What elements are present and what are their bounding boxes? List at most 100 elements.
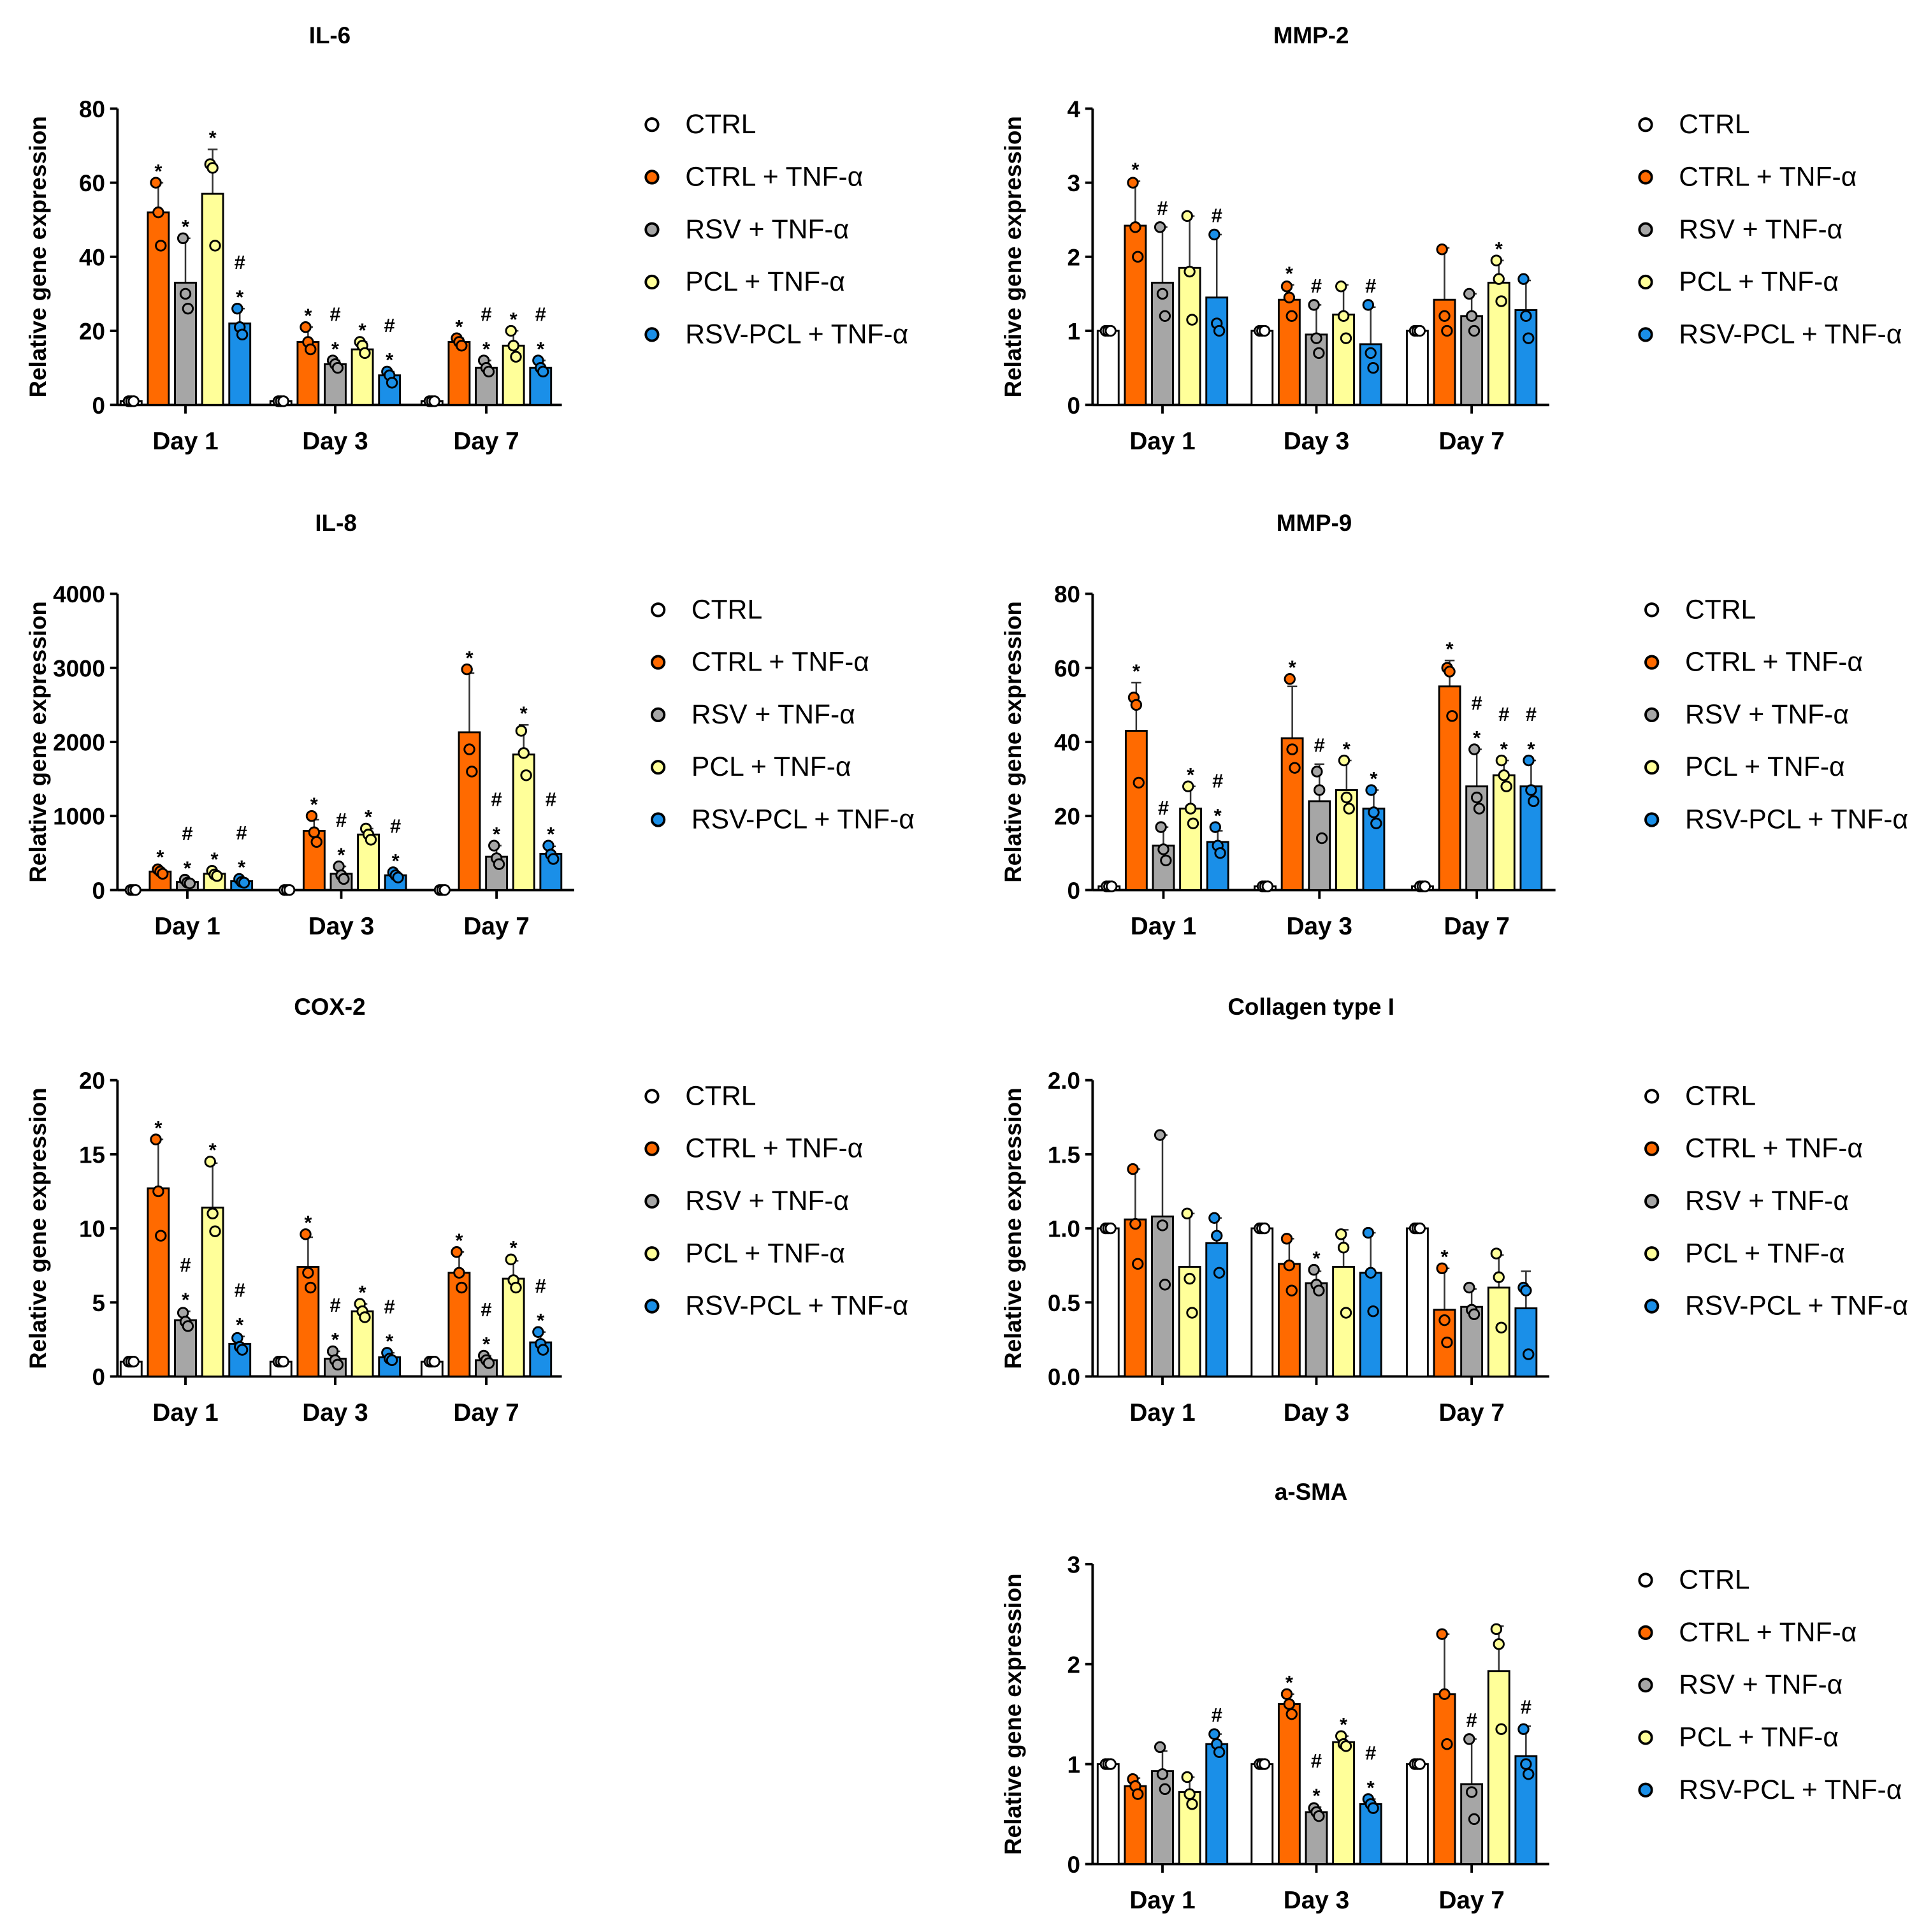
bar bbox=[1433, 1693, 1456, 1865]
data-point bbox=[1313, 347, 1325, 360]
data-point bbox=[1315, 832, 1328, 845]
legend-label: CTRL + TNF-α bbox=[1685, 647, 1863, 678]
bar bbox=[1124, 1218, 1147, 1377]
y-tick-label: 3 bbox=[1068, 1551, 1080, 1578]
legend-marker bbox=[1638, 170, 1653, 185]
data-point bbox=[359, 1311, 371, 1323]
data-point bbox=[1154, 221, 1166, 233]
data-point bbox=[331, 361, 344, 374]
significance-hash: # bbox=[1157, 197, 1168, 219]
legend: CTRL CTRL + TNF-α RSV + TNF-α PCL + TNF-α RS… bbox=[1638, 109, 1902, 349]
y-tick-label: 0.5 bbox=[1048, 1290, 1080, 1316]
data-point bbox=[1523, 1348, 1535, 1360]
significance-star: * bbox=[537, 338, 545, 360]
data-point bbox=[283, 884, 296, 896]
data-point bbox=[305, 810, 318, 822]
data-point bbox=[1105, 880, 1118, 892]
data-point bbox=[1517, 1723, 1530, 1735]
significance-hash: # bbox=[1158, 797, 1169, 819]
significance-star: * bbox=[184, 857, 192, 879]
data-point bbox=[177, 232, 189, 244]
data-point bbox=[1414, 1758, 1426, 1770]
significance-hash: # bbox=[491, 788, 502, 811]
legend-marker bbox=[1644, 1246, 1660, 1261]
data-point bbox=[1495, 1321, 1507, 1333]
data-point bbox=[1209, 821, 1222, 833]
significance-star: * bbox=[1133, 660, 1141, 682]
bar bbox=[1359, 1272, 1382, 1377]
legend-label: CTRL bbox=[1679, 109, 1749, 140]
data-point bbox=[518, 747, 530, 759]
data-point bbox=[520, 769, 532, 781]
legend-marker bbox=[1638, 1572, 1653, 1588]
data-point bbox=[1520, 1284, 1532, 1296]
bar bbox=[1305, 333, 1328, 406]
data-point bbox=[1523, 754, 1535, 767]
chart-title: a-SMA bbox=[1275, 1479, 1347, 1505]
y-axis-label: Relative gene expression bbox=[1000, 116, 1026, 398]
significance-star: * bbox=[493, 823, 501, 845]
y-tick-label: 1000 bbox=[53, 804, 105, 830]
legend-marker bbox=[651, 602, 666, 618]
bar bbox=[1332, 1741, 1356, 1865]
data-point bbox=[1414, 1222, 1426, 1235]
significance-hash: # bbox=[1212, 1704, 1222, 1726]
legend-marker bbox=[1644, 1298, 1660, 1314]
significance-star: * bbox=[209, 1139, 217, 1161]
significance-hash: # bbox=[235, 1279, 245, 1302]
data-point bbox=[1463, 1733, 1475, 1745]
data-point bbox=[331, 1358, 344, 1371]
significance-star: * bbox=[1527, 737, 1535, 760]
bar bbox=[1205, 1743, 1229, 1865]
significance-star: * bbox=[1440, 1246, 1449, 1268]
x-tick-label: Day 1 bbox=[1129, 428, 1195, 455]
data-point bbox=[1441, 1738, 1453, 1750]
data-point bbox=[1132, 251, 1144, 263]
y-tick-label: 0 bbox=[92, 878, 105, 904]
significance-star: * bbox=[1214, 804, 1222, 827]
data-point bbox=[150, 177, 162, 189]
data-point bbox=[386, 1354, 398, 1367]
y-tick-label: 40 bbox=[79, 244, 105, 270]
bar bbox=[1205, 1242, 1229, 1377]
data-point bbox=[1129, 221, 1141, 233]
legend-label: RSV + TNF-α bbox=[685, 1186, 849, 1216]
legend-marker bbox=[1638, 274, 1653, 290]
legend-label: PCL + TNF-α bbox=[1685, 1238, 1845, 1268]
data-point bbox=[1258, 1222, 1271, 1235]
legend-marker bbox=[1638, 117, 1653, 133]
data-point bbox=[1155, 821, 1167, 833]
data-point bbox=[182, 302, 194, 315]
data-point bbox=[1258, 1758, 1271, 1770]
data-point bbox=[1436, 243, 1448, 256]
significance-hash: # bbox=[1466, 1709, 1477, 1731]
data-point bbox=[1289, 762, 1301, 774]
significance-star: * bbox=[154, 1117, 163, 1139]
data-point bbox=[305, 343, 317, 356]
significance-star: * bbox=[510, 1237, 518, 1259]
y-tick-label: 1 bbox=[1068, 319, 1080, 345]
data-point bbox=[1438, 310, 1451, 323]
bar bbox=[1332, 1266, 1356, 1377]
legend-label: RSV-PCL + TNF-α bbox=[1679, 1775, 1902, 1805]
data-point bbox=[456, 340, 468, 352]
bar bbox=[1205, 296, 1229, 406]
data-point bbox=[461, 663, 473, 676]
y-tick-label: 40 bbox=[1054, 730, 1080, 756]
y-tick-label: 0 bbox=[1068, 393, 1080, 419]
y-axis-label: Relative gene expression bbox=[25, 116, 51, 398]
data-point bbox=[1104, 324, 1117, 337]
significance-star: * bbox=[1343, 737, 1351, 760]
data-point bbox=[1493, 1271, 1505, 1283]
data-point bbox=[1365, 784, 1377, 796]
data-point bbox=[1465, 1786, 1478, 1798]
data-point bbox=[1285, 1708, 1298, 1720]
significance-hash: # bbox=[1314, 734, 1325, 756]
legend-marker bbox=[644, 1089, 660, 1104]
significance-hash: # bbox=[481, 303, 491, 326]
data-point bbox=[1498, 769, 1510, 781]
data-point bbox=[505, 1253, 517, 1266]
data-point bbox=[204, 1156, 216, 1168]
data-point bbox=[1343, 803, 1355, 815]
